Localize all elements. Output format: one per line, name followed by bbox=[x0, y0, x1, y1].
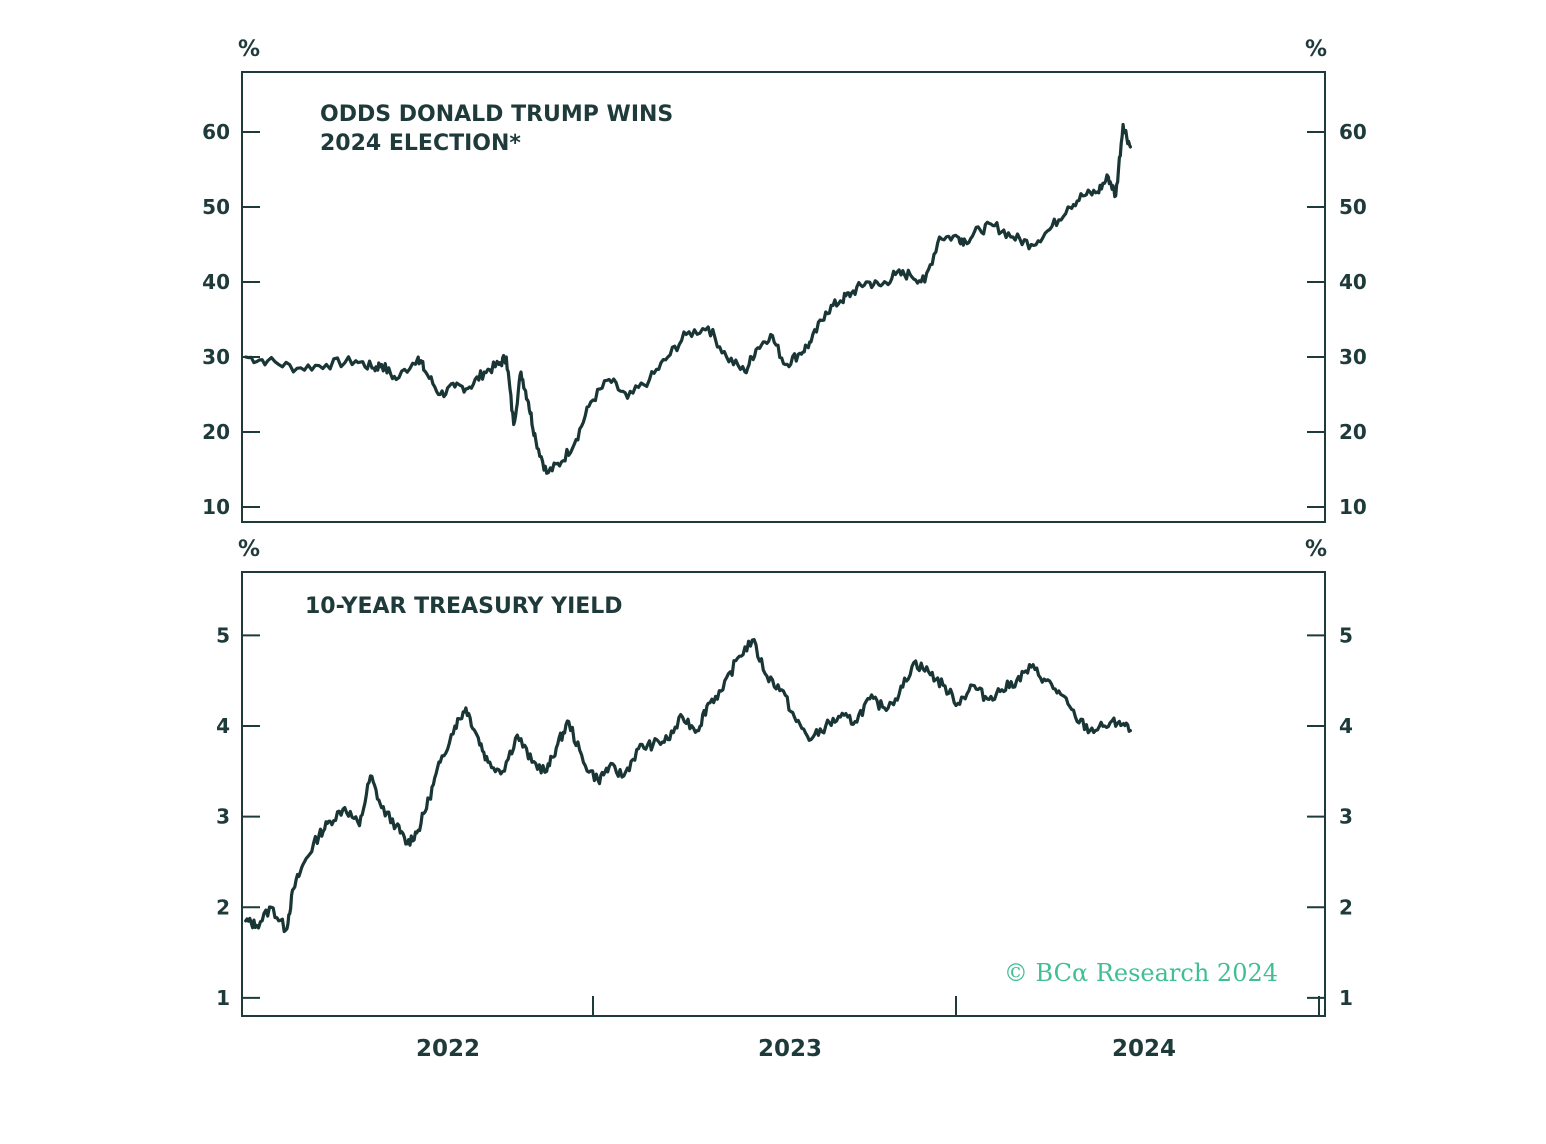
top-left-unit-label: % bbox=[238, 37, 260, 62]
top-left-tick-label: 60 bbox=[202, 120, 230, 144]
bottom-right-tick-label: 4 bbox=[1339, 714, 1353, 738]
top-panel: % % ODDS DONALD TRUMP WINS 2024 ELECTION… bbox=[202, 37, 1367, 523]
bottom-left-tick-label: 1 bbox=[216, 986, 230, 1010]
top-right-tick-label: 20 bbox=[1339, 420, 1367, 444]
x-tick-label-2024: 2024 bbox=[1112, 1036, 1176, 1062]
bottom-left-tick-label: 2 bbox=[216, 895, 230, 919]
top-right-tick-label: 30 bbox=[1339, 345, 1367, 369]
bottom-right-tick-label: 2 bbox=[1339, 895, 1353, 919]
x-tick-label-2023: 2023 bbox=[758, 1036, 822, 1062]
bottom-panel-y-ticks: 1 1 2 2 3 3 4 4 5 5 bbox=[216, 623, 1353, 1009]
top-right-unit-label: % bbox=[1305, 37, 1327, 62]
top-left-tick-label: 50 bbox=[202, 195, 230, 219]
top-right-tick-label: 10 bbox=[1339, 495, 1367, 519]
top-left-tick-label: 30 bbox=[202, 345, 230, 369]
bottom-right-tick-label: 5 bbox=[1339, 623, 1353, 647]
bottom-panel-title: 10-YEAR TREASURY YIELD bbox=[305, 594, 623, 619]
bottom-right-tick-label: 3 bbox=[1339, 805, 1353, 829]
top-right-tick-label: 60 bbox=[1339, 120, 1367, 144]
bca-research-credit: © BCα Research 2024 bbox=[1004, 959, 1278, 987]
top-left-tick-label: 40 bbox=[202, 270, 230, 294]
top-panel-frame bbox=[241, 71, 1326, 523]
bottom-right-tick-label: 1 bbox=[1339, 986, 1353, 1010]
trump-odds-line bbox=[244, 122, 1132, 475]
top-panel-y-ticks: 10 10 20 20 30 30 40 40 50 50 60 60 bbox=[202, 120, 1367, 519]
top-panel-title-line1: ODDS DONALD TRUMP WINS bbox=[320, 102, 673, 127]
top-right-tick-label: 40 bbox=[1339, 270, 1367, 294]
bottom-left-tick-label: 5 bbox=[216, 623, 230, 647]
top-left-tick-label: 20 bbox=[202, 420, 230, 444]
x-tick-label-2022: 2022 bbox=[416, 1036, 480, 1062]
bottom-left-unit-label: % bbox=[238, 537, 260, 562]
bottom-left-tick-label: 4 bbox=[216, 714, 230, 738]
bottom-panel: % % 10-YEAR TREASURY YIELD 1 1 2 2 3 3 4 4 5 5 20… bbox=[216, 537, 1353, 1062]
treasury-yield-line bbox=[244, 638, 1132, 934]
top-panel-title-line2: 2024 ELECTION* bbox=[320, 131, 521, 156]
top-left-tick-label: 10 bbox=[202, 495, 230, 519]
bottom-right-unit-label: % bbox=[1305, 537, 1327, 562]
top-right-tick-label: 50 bbox=[1339, 195, 1367, 219]
bottom-panel-frame bbox=[241, 571, 1326, 1017]
bottom-left-tick-label: 3 bbox=[216, 805, 230, 829]
